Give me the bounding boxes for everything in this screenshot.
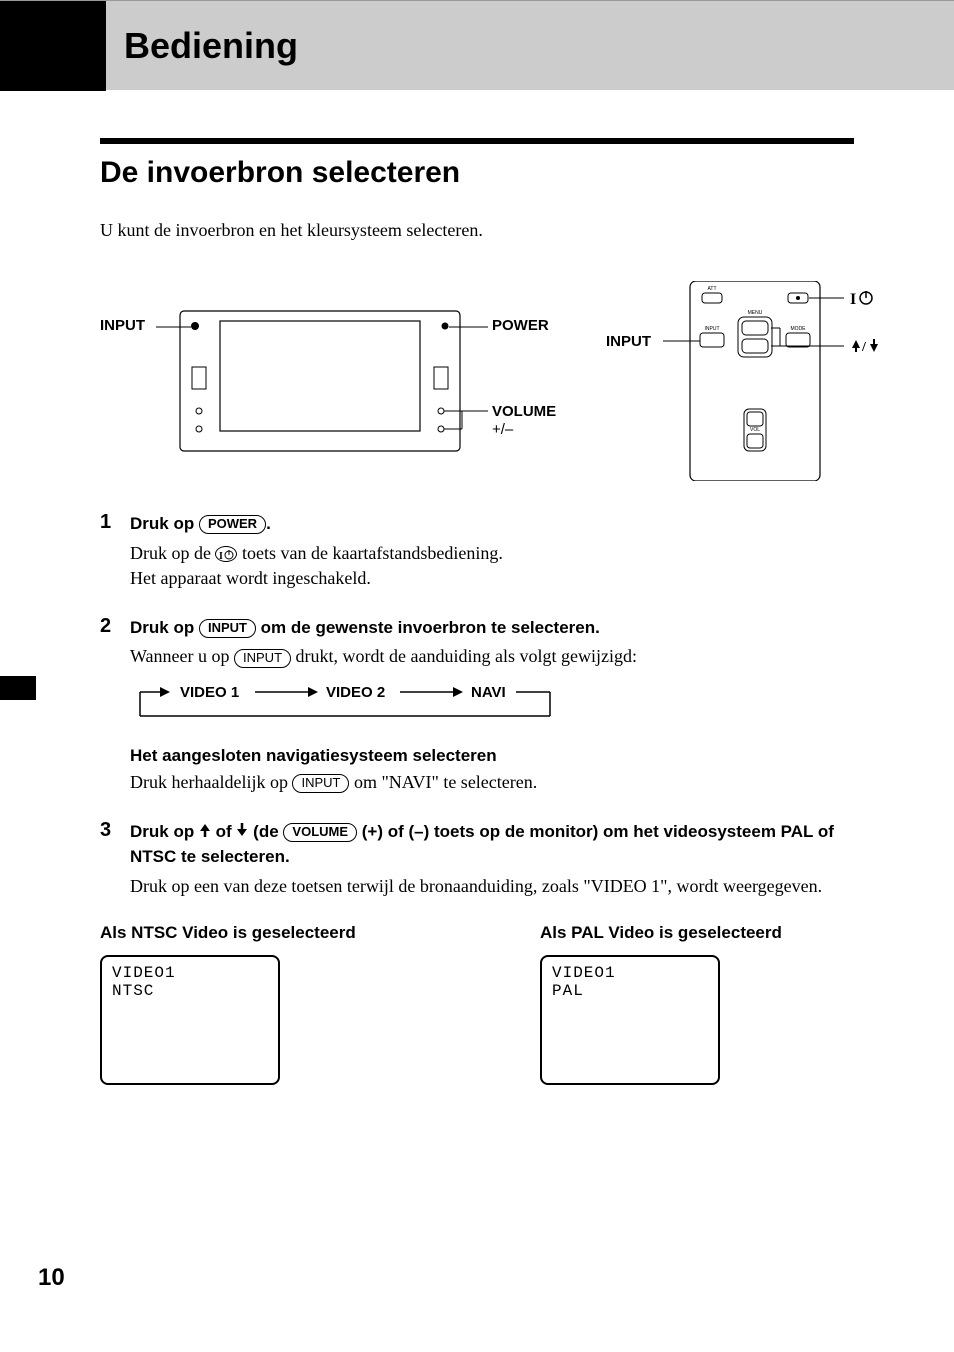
step-2-sub-pre: Druk herhaaldelijk op: [130, 772, 292, 792]
monitor-volume-label: VOLUME: [492, 403, 556, 420]
seq-c: NAVI: [471, 684, 506, 701]
power-icon-inline: I: [215, 546, 237, 562]
remote-input-label: INPUT: [606, 333, 651, 350]
step-3-mid2: (de: [248, 822, 283, 841]
remote-diagram: INPUT MENU MODE ATT VOL INPUT I: [600, 281, 880, 481]
step-1-head: Druk op POWER.: [130, 511, 854, 537]
step-1-body1-pre: Druk op de: [130, 543, 215, 563]
step-1-head-pre: Druk op: [130, 514, 199, 533]
sequence-diagram: VIDEO 1 VIDEO 2 NAVI: [130, 680, 560, 730]
page-number: 10: [38, 1264, 65, 1292]
pal-display: VIDEO1 PAL: [540, 955, 720, 1085]
step-1-body: Druk op de I toets van de kaartafstandsb…: [130, 541, 854, 591]
seq-b: VIDEO 2: [326, 684, 385, 701]
remote-svg: INPUT MENU MODE ATT VOL: [600, 281, 890, 481]
ntsc-line2: NTSC: [112, 983, 268, 1001]
step-2-subbody: Druk herhaaldelijk op INPUT om "NAVI" te…: [130, 770, 854, 795]
svg-text:/: /: [861, 340, 867, 355]
side-tab: [0, 676, 36, 700]
step-2-body-pre: Wanneer u op: [130, 646, 234, 666]
displays-row: Als NTSC Video is geselecteerd VIDEO1 NT…: [100, 923, 854, 1085]
pal-line1: VIDEO1: [552, 965, 708, 983]
monitor-volume-sub: +/–: [492, 421, 513, 438]
power-button-label: POWER: [199, 515, 266, 534]
step-1-num: 1: [100, 511, 111, 534]
step-2-subhead: Het aangesloten navigatiesysteem selecte…: [130, 746, 854, 766]
svg-text:VOL: VOL: [750, 427, 760, 433]
ntsc-line1: VIDEO1: [112, 965, 268, 983]
diagrams-row: INPUT POWER VOLUME +/– INPUT MENU: [100, 281, 854, 481]
svg-text:INPUT: INPUT: [705, 326, 720, 332]
input-button-label-3: INPUT: [292, 774, 349, 793]
step-1-body2: Het apparaat wordt ingeschakeld.: [130, 568, 371, 588]
header-bar: Bediening: [0, 0, 954, 90]
step-1-head-post: .: [266, 514, 271, 533]
step-2-head: Druk op INPUT om de gewenste invoerbron …: [130, 615, 854, 641]
input-button-label: INPUT: [199, 619, 256, 638]
pal-title: Als PAL Video is geselecteerd: [540, 923, 850, 943]
ntsc-column: Als NTSC Video is geselecteerd VIDEO1 NT…: [100, 923, 410, 1085]
step-2-body: Wanneer u op INPUT drukt, wordt de aandu…: [130, 644, 854, 669]
monitor-svg: [100, 281, 560, 461]
step-3-mid1: of: [211, 822, 237, 841]
svg-text:I: I: [219, 551, 223, 561]
section-intro: U kunt de invoerbron en het kleursysteem…: [100, 220, 854, 241]
updown-icon: /: [850, 337, 880, 360]
steps-list: 1 Druk op POWER. Druk op de I toets van …: [100, 511, 854, 899]
step-2-num: 2: [100, 615, 111, 638]
step-2-head-pre: Druk op: [130, 618, 199, 637]
seq-a: VIDEO 1: [180, 684, 239, 701]
svg-text:MODE: MODE: [791, 326, 807, 332]
step-2-body-post: drukt, wordt de aanduiding als volgt gew…: [291, 646, 637, 666]
monitor-input-label: INPUT: [100, 317, 145, 334]
svg-text:I: I: [850, 291, 856, 307]
volume-button-label: VOLUME: [283, 823, 357, 842]
step-3: 3 Druk op of (de VOLUME (+) of (–) toets…: [100, 819, 854, 899]
arrow-down-icon: [236, 819, 248, 845]
section-title: De invoerbron selecteren: [100, 156, 854, 190]
step-2: 2 Druk op INPUT om de gewenste invoerbro…: [100, 615, 854, 795]
step-3-num: 3: [100, 819, 111, 842]
pal-column: Als PAL Video is geselecteerd VIDEO1 PAL: [540, 923, 850, 1085]
step-2-head-post: om de gewenste invoerbron te selecteren.: [256, 618, 600, 637]
divider-rule: [100, 138, 854, 144]
power-icon: I: [850, 289, 878, 312]
pal-line2: PAL: [552, 983, 708, 1001]
step-1-body1-post: toets van de kaartafstandsbediening.: [237, 543, 502, 563]
input-button-label-2: INPUT: [234, 649, 291, 668]
arrow-up-icon: [199, 819, 211, 845]
step-2-sub-post: om "NAVI" te selecteren.: [349, 772, 537, 792]
monitor-diagram: INPUT POWER VOLUME +/–: [100, 281, 560, 461]
header-tab: [0, 1, 106, 91]
svg-text:MENU: MENU: [748, 310, 763, 316]
page-title: Bediening: [124, 25, 298, 67]
step-3-body: Druk op een van deze toetsen terwijl de …: [130, 874, 854, 899]
step-1: 1 Druk op POWER. Druk op de I toets van …: [100, 511, 854, 591]
svg-text:ATT: ATT: [707, 286, 716, 292]
monitor-power-label: POWER: [492, 317, 549, 334]
step-3-head-pre: Druk op: [130, 822, 199, 841]
step-3-head: Druk op of (de VOLUME (+) of (–) toets o…: [130, 819, 854, 870]
ntsc-display: VIDEO1 NTSC: [100, 955, 280, 1085]
ntsc-title: Als NTSC Video is geselecteerd: [100, 923, 410, 943]
